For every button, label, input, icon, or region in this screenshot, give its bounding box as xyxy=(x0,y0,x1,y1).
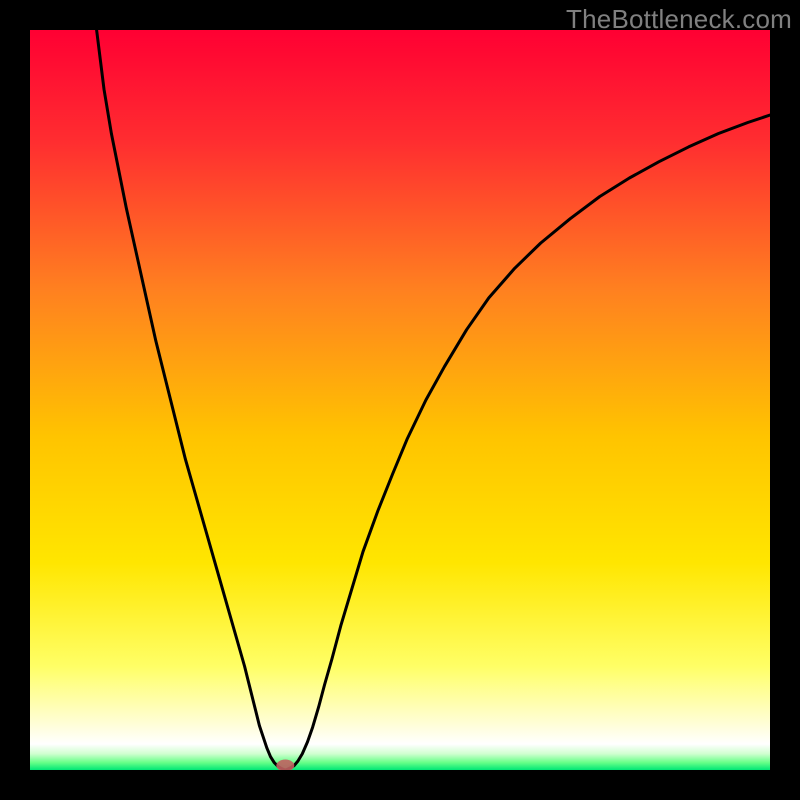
watermark-text: TheBottleneck.com xyxy=(566,4,792,35)
bottleneck-chart xyxy=(0,0,800,800)
optimum-marker xyxy=(276,760,294,772)
plot-area xyxy=(30,30,770,770)
chart-container: TheBottleneck.com xyxy=(0,0,800,800)
